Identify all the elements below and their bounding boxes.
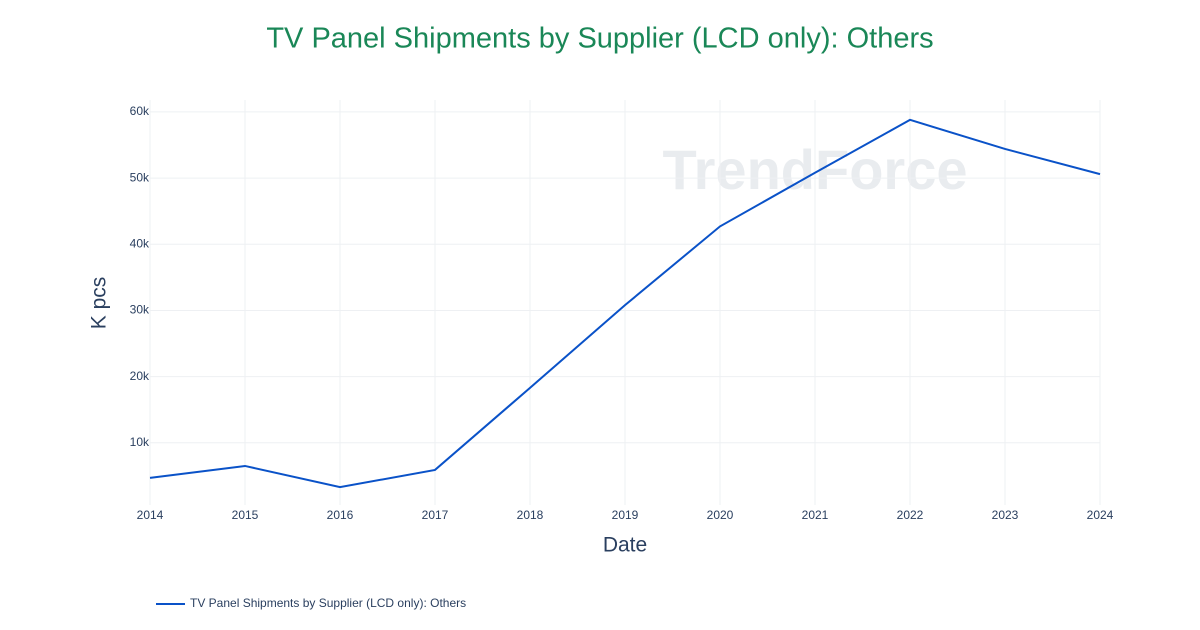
x-tick-label: 2018 — [517, 508, 544, 522]
x-tick-label: 2020 — [707, 508, 734, 522]
y-tick-label: 30k — [130, 303, 150, 317]
x-tick-label: 2024 — [1087, 508, 1114, 522]
x-tick-label: 2021 — [802, 508, 829, 522]
x-axis-title: Date — [603, 534, 647, 557]
x-tick-label: 2016 — [327, 508, 354, 522]
x-tick-label: 2022 — [897, 508, 924, 522]
x-tick-label: 2019 — [612, 508, 639, 522]
y-tick-label: 50k — [130, 170, 150, 184]
x-tick-label: 2023 — [992, 508, 1019, 522]
y-tick-label: 10k — [130, 435, 150, 449]
x-tick-label: 2017 — [422, 508, 449, 522]
y-tick-label: 20k — [130, 369, 150, 383]
chart-title: TV Panel Shipments by Supplier (LCD only… — [266, 23, 933, 55]
y-axis-title: K pcs — [88, 277, 111, 330]
y-tick-label: 60k — [130, 104, 150, 118]
x-tick-label: 2014 — [137, 508, 164, 522]
x-tick-label: 2015 — [232, 508, 259, 522]
line — [149, 118, 1101, 489]
legend-label: TV Panel Shipments by Supplier (LCD only… — [190, 596, 466, 610]
y-tick-label: 40k — [130, 236, 150, 250]
